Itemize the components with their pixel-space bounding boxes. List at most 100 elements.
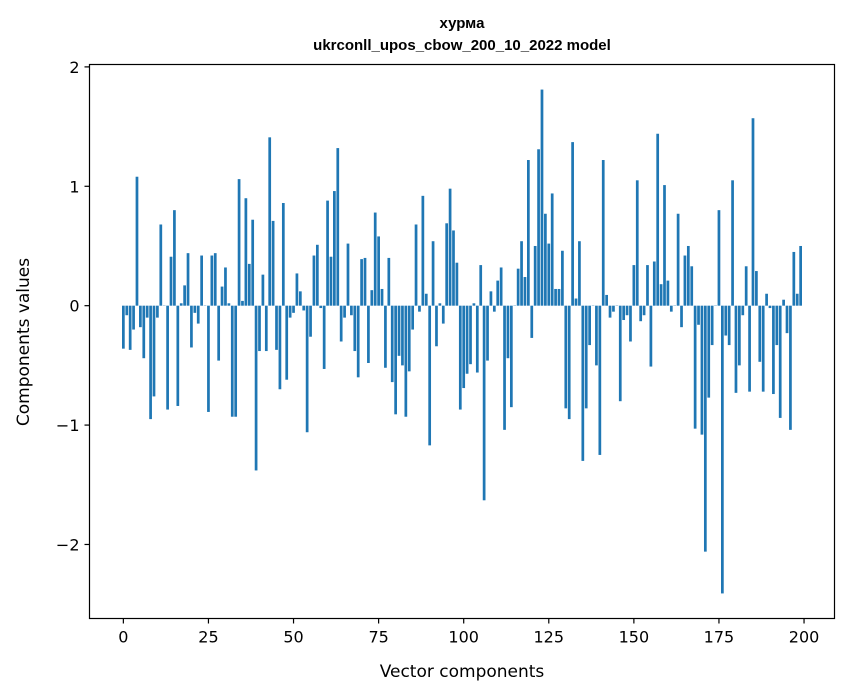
bar-187 bbox=[758, 305, 762, 362]
bar-199 bbox=[799, 245, 802, 306]
bar-90 bbox=[428, 305, 432, 446]
bar-34 bbox=[237, 179, 241, 306]
bars-group bbox=[122, 89, 802, 594]
bar-154 bbox=[646, 265, 649, 306]
bar-16 bbox=[176, 305, 180, 406]
bar-114 bbox=[509, 305, 513, 408]
bar-193 bbox=[778, 305, 782, 418]
bar-185 bbox=[751, 118, 755, 306]
bar-194 bbox=[782, 299, 785, 306]
bar-3 bbox=[132, 305, 135, 330]
bar-6 bbox=[142, 305, 146, 359]
bar-54 bbox=[305, 305, 309, 433]
bar-57 bbox=[315, 244, 319, 306]
x-axis-label: Vector components bbox=[380, 662, 545, 682]
bar-51 bbox=[295, 273, 299, 306]
bar-139 bbox=[595, 305, 598, 366]
bar-78 bbox=[387, 257, 391, 306]
bar-11 bbox=[159, 224, 163, 306]
bar-127 bbox=[554, 288, 557, 306]
bar-95 bbox=[445, 223, 449, 306]
bar-124 bbox=[544, 213, 547, 306]
bar-35 bbox=[241, 300, 244, 306]
bar-91 bbox=[431, 241, 435, 306]
bar-125 bbox=[547, 243, 551, 306]
bar-36 bbox=[244, 198, 248, 306]
bar-50 bbox=[292, 305, 295, 313]
bar-80 bbox=[394, 305, 397, 415]
bar-26 bbox=[210, 255, 214, 306]
bar-92 bbox=[435, 305, 438, 347]
bar-173 bbox=[710, 305, 714, 346]
bar-29 bbox=[220, 286, 224, 306]
bar-130 bbox=[564, 305, 568, 409]
bar-100 bbox=[462, 305, 466, 389]
bar-87 bbox=[418, 305, 421, 312]
bar-113 bbox=[506, 305, 510, 359]
bar-106 bbox=[482, 305, 486, 501]
bar-118 bbox=[523, 277, 527, 306]
bar-184 bbox=[748, 305, 751, 392]
bar-111 bbox=[499, 267, 503, 306]
y-tick-label--2: −2 bbox=[56, 535, 80, 554]
bar-65 bbox=[343, 305, 346, 318]
bar-81 bbox=[397, 305, 401, 356]
bar-148 bbox=[625, 305, 629, 316]
bar-40 bbox=[258, 305, 261, 352]
bar-190 bbox=[768, 305, 772, 309]
bar-141 bbox=[601, 160, 605, 306]
bar-143 bbox=[608, 305, 612, 318]
bar-198 bbox=[795, 293, 799, 306]
bar-168 bbox=[693, 305, 697, 429]
bar-171 bbox=[703, 305, 707, 552]
y-tick-label-1: 1 bbox=[69, 177, 79, 196]
bar-172 bbox=[707, 305, 711, 398]
bar-156 bbox=[652, 261, 656, 306]
bar-74 bbox=[373, 212, 377, 306]
bar-180 bbox=[734, 305, 738, 393]
x-tick-label-200: 200 bbox=[789, 628, 820, 647]
bar-146 bbox=[618, 305, 622, 402]
bar-63 bbox=[336, 148, 340, 306]
bar-10 bbox=[156, 305, 159, 318]
bar-120 bbox=[530, 305, 534, 338]
bar-158 bbox=[659, 284, 663, 306]
bar-192 bbox=[775, 305, 779, 346]
bar-131 bbox=[567, 305, 571, 420]
bar-140 bbox=[598, 305, 602, 455]
bar-45 bbox=[275, 305, 278, 350]
bar-152 bbox=[639, 305, 643, 322]
x-tick-label-175: 175 bbox=[704, 628, 735, 647]
bar-73 bbox=[370, 290, 374, 306]
bar-179 bbox=[731, 180, 734, 306]
bar-132 bbox=[571, 142, 574, 306]
bar-117 bbox=[520, 241, 523, 306]
bar-32 bbox=[230, 305, 234, 417]
bar-60 bbox=[326, 200, 329, 306]
bar-85 bbox=[411, 305, 415, 330]
bar-0 bbox=[122, 305, 125, 349]
bar-123 bbox=[540, 89, 544, 306]
bar-83 bbox=[404, 305, 408, 417]
bar-149 bbox=[629, 305, 632, 342]
bar-167 bbox=[690, 266, 694, 306]
bar-27 bbox=[213, 253, 217, 306]
bar-43 bbox=[268, 137, 272, 306]
bar-183 bbox=[744, 266, 748, 306]
bar-39 bbox=[254, 305, 258, 471]
bar-159 bbox=[663, 185, 666, 306]
bar-98 bbox=[455, 262, 459, 306]
bar-1 bbox=[125, 305, 129, 316]
bar-189 bbox=[765, 293, 768, 306]
bar-79 bbox=[390, 305, 394, 383]
y-tick-label--1: −1 bbox=[56, 416, 80, 435]
bar-56 bbox=[312, 255, 316, 306]
x-tick-label-150: 150 bbox=[619, 628, 650, 647]
bar-71 bbox=[363, 257, 367, 306]
bar-176 bbox=[721, 305, 724, 594]
bar-68 bbox=[353, 305, 357, 352]
bar-72 bbox=[367, 305, 370, 363]
bar-104 bbox=[475, 305, 479, 373]
bar-37 bbox=[247, 263, 251, 306]
bar-48 bbox=[285, 305, 289, 380]
